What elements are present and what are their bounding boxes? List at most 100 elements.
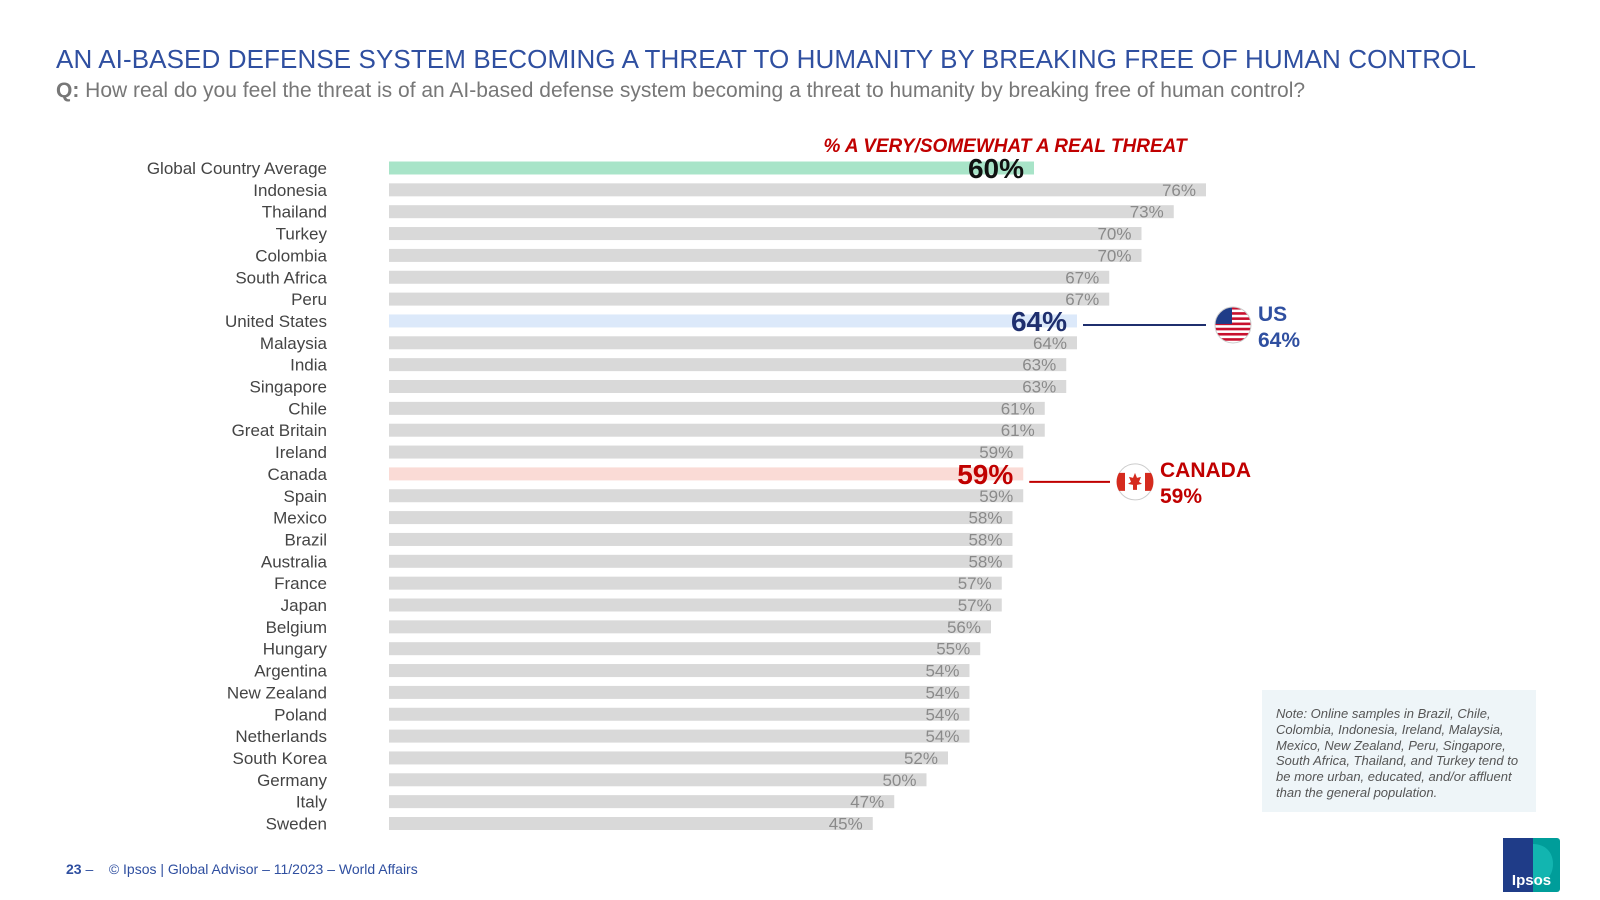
value-label-indonesia: 76% — [1162, 181, 1196, 200]
canada-callout-name: CANADA — [1160, 459, 1251, 482]
bar-colombia — [389, 248, 1142, 262]
canada-flag-right-band — [1145, 472, 1154, 491]
value-label-south-korea: 52% — [904, 749, 938, 768]
category-label-india: India — [290, 356, 327, 375]
category-label-malaysia: Malaysia — [260, 334, 328, 353]
bar-south-africa — [389, 270, 1110, 284]
value-label-france: 57% — [958, 574, 992, 593]
bar-italy — [389, 795, 895, 809]
value-label-argentina: 54% — [925, 662, 959, 681]
value-label-india: 63% — [1022, 356, 1056, 375]
bar-mexico — [389, 511, 1013, 525]
bar-brazil — [389, 532, 1013, 546]
question-text: How real do you feel the threat is of an… — [85, 79, 1306, 102]
page-number: 23 — [66, 861, 82, 877]
bar-india — [389, 358, 1067, 372]
value-label-japan: 57% — [958, 596, 992, 615]
bar-great-britain — [389, 423, 1045, 437]
value-label-turkey: 70% — [1097, 225, 1131, 244]
bar-thailand — [389, 205, 1174, 219]
bar-argentina — [389, 664, 970, 678]
bar-netherlands — [389, 729, 970, 743]
canada-flag-icon — [1116, 463, 1154, 501]
value-label-peru: 67% — [1065, 290, 1099, 309]
page-title: AN AI-BASED DEFENSE SYSTEM BECOMING A TH… — [56, 44, 1477, 74]
bar-japan — [389, 598, 1002, 612]
category-label-singapore: Singapore — [249, 378, 327, 397]
value-label-hungary: 55% — [936, 640, 970, 659]
logo-shade — [1503, 838, 1533, 892]
bar-sweden — [389, 817, 873, 830]
value-label-great-britain: 61% — [1001, 421, 1035, 440]
note-box: Note: Online samples in Brazil, Chile, C… — [1262, 690, 1536, 812]
category-label-global-country-average: Global Country Average — [147, 159, 327, 178]
value-label-chile: 61% — [1001, 399, 1035, 418]
value-label-thailand: 73% — [1130, 203, 1164, 222]
bar-global-country-average — [389, 161, 1034, 175]
us-flag-stripe — [1215, 306, 1251, 310]
canada-callout-value: 59% — [1160, 485, 1202, 508]
value-label-malaysia: 64% — [1033, 334, 1067, 353]
value-label-netherlands: 54% — [925, 727, 959, 746]
bar-peru — [389, 292, 1110, 306]
canada-flag-left-band — [1116, 472, 1125, 491]
bar-turkey — [389, 227, 1142, 241]
category-label-belgium: Belgium — [266, 618, 327, 637]
category-label-ireland: Ireland — [275, 443, 327, 462]
value-label-canada: 59% — [957, 459, 1013, 490]
value-label-south-africa: 67% — [1065, 268, 1099, 287]
category-label-peru: Peru — [291, 290, 327, 309]
category-label-turkey: Turkey — [276, 225, 328, 244]
category-label-canada: Canada — [267, 465, 327, 484]
us-flag-stripe — [1215, 317, 1251, 320]
maple-leaf-icon — [1128, 472, 1142, 490]
bars-layer — [389, 161, 1206, 830]
category-label-thailand: Thailand — [262, 203, 327, 222]
bar-ireland — [389, 445, 1024, 459]
us-flag-stripe — [1215, 322, 1251, 326]
bar-australia — [389, 554, 1013, 568]
value-label-sweden: 45% — [829, 815, 863, 834]
bar-indonesia — [389, 183, 1206, 197]
category-label-italy: Italy — [296, 793, 328, 812]
category-label-argentina: Argentina — [254, 662, 327, 681]
ipsos-logo: Ipsos — [1503, 838, 1560, 892]
bar-poland — [389, 707, 970, 721]
value-label-spain: 59% — [979, 487, 1013, 506]
us-flag-stripe — [1215, 332, 1251, 336]
bar-united-states — [389, 314, 1077, 328]
bar-chile — [389, 401, 1045, 415]
value-label-mexico: 58% — [968, 509, 1002, 528]
value-label-poland: 54% — [925, 705, 959, 724]
bar-belgium — [389, 620, 991, 634]
category-label-mexico: Mexico — [273, 509, 327, 528]
value-label-germany: 50% — [882, 771, 916, 790]
bar-singapore — [389, 380, 1067, 393]
category-label-new-zealand: New Zealand — [227, 683, 327, 702]
value-label-singapore: 63% — [1022, 378, 1056, 397]
category-label-hungary: Hungary — [263, 640, 328, 659]
value-label-colombia: 70% — [1097, 246, 1131, 265]
category-label-indonesia: Indonesia — [253, 181, 327, 200]
category-label-sweden: Sweden — [266, 815, 327, 834]
footer: 23 – © Ipsos | Global Advisor – 11/2023 … — [66, 861, 418, 877]
logo-text: Ipsos — [1512, 872, 1551, 889]
category-label-france: France — [274, 574, 327, 593]
category-label-brazil: Brazil — [284, 530, 327, 549]
category-label-great-britain: Great Britain — [232, 421, 327, 440]
value-label-ireland: 59% — [979, 443, 1013, 462]
bar-new-zealand — [389, 685, 970, 699]
value-label-australia: 58% — [968, 552, 1002, 571]
bar-germany — [389, 773, 927, 787]
us-callout-name: US — [1258, 303, 1287, 326]
question-prefix: Q: — [56, 79, 80, 102]
category-label-spain: Spain — [284, 487, 327, 506]
footer-dash: – — [85, 861, 94, 877]
labels-layer: % A VERY/SOMEWHAT A REAL THREAT Global Co… — [147, 136, 1196, 834]
value-label-new-zealand: 54% — [925, 683, 959, 702]
category-label-united-states: United States — [225, 312, 327, 331]
value-label-italy: 47% — [850, 793, 884, 812]
question: Q: How real do you feel the threat is of… — [56, 79, 1305, 103]
value-label-belgium: 56% — [947, 618, 981, 637]
